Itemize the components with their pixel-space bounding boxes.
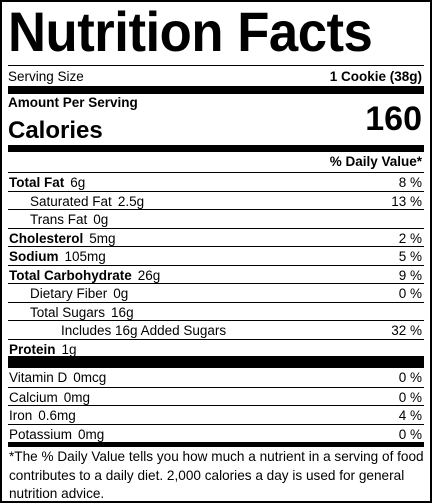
nutrient-amount: 0mg bbox=[63, 389, 91, 405]
nutrient-name: Potassium bbox=[9, 426, 73, 442]
nutrient-amount: 26g bbox=[137, 267, 161, 283]
daily-value-heading: % Daily Value* bbox=[329, 154, 422, 169]
nutrient-row: Saturated Fat 2.5g 13 % bbox=[8, 190, 424, 210]
nutrient-name: Vitamin D bbox=[9, 370, 68, 385]
nutrient-row: Trans Fat 0g bbox=[8, 209, 424, 228]
calories-label: Calories bbox=[8, 117, 103, 144]
nutrient-row: Sodium 105mg 5 % bbox=[8, 246, 424, 265]
nutrient-name: Sodium bbox=[9, 249, 59, 264]
nutrient-row: Total Carbohydrate 26g 9 % bbox=[8, 264, 424, 284]
nutrient-name: Total Carbohydrate bbox=[9, 267, 132, 283]
nutrient-name: Dietary Fiber bbox=[30, 286, 108, 301]
calories: 160 bbox=[365, 100, 422, 138]
serving-size-label: Serving Size bbox=[8, 69, 84, 84]
nutrient-row: Cholesterol 5mg 2 % bbox=[8, 227, 424, 247]
title: Nutrition Facts bbox=[8, 0, 373, 63]
amount-per-serving: Amount Per Serving bbox=[8, 95, 138, 110]
thick-divider bbox=[8, 145, 424, 152]
nutrient-row: Total Sugars 16g bbox=[8, 301, 424, 321]
nutrient-row: Iron 0.6mg 4 % bbox=[8, 405, 424, 424]
nutrient-name: Cholesterol bbox=[9, 230, 84, 246]
nutrient-name: Includes 16g Added Sugars bbox=[61, 323, 227, 338]
nutrient-name: Saturated Fat bbox=[30, 193, 112, 209]
nutrient-name: Protein bbox=[9, 341, 56, 357]
nutrient-name: Total Fat bbox=[9, 175, 65, 190]
nutrient-amount: 0g bbox=[93, 212, 109, 227]
daily-value: 0 % bbox=[398, 426, 422, 442]
daily-value: 9 % bbox=[398, 267, 422, 283]
thick-divider bbox=[8, 356, 424, 368]
footnote: *The % Daily Value tells you how much a … bbox=[9, 449, 424, 501]
nutrient-row: Vitamin D 0mcg 0 % bbox=[8, 368, 424, 386]
divider bbox=[8, 442, 424, 447]
nutrient-amount: 0mg bbox=[78, 426, 105, 442]
daily-value: 4 % bbox=[398, 408, 422, 423]
divider bbox=[8, 65, 424, 66]
nutrient-row: Protein 1g bbox=[8, 338, 424, 358]
nutrient-amount: 105mg bbox=[64, 249, 106, 264]
nutrient-amount: 0g bbox=[113, 286, 129, 301]
nutrient-row: Potassium 0mg 0 % bbox=[8, 423, 424, 443]
daily-value: 32 % bbox=[391, 323, 422, 338]
daily-value: 5 % bbox=[398, 249, 422, 264]
daily-value: 0 % bbox=[398, 389, 422, 405]
nutrient-amount: 16g bbox=[111, 304, 134, 320]
nutrient-amount: 2.5g bbox=[117, 193, 145, 209]
nutrient-name: Calcium bbox=[9, 389, 58, 405]
nutrient-row: Dietary Fiber 0g 0 % bbox=[8, 283, 424, 302]
nutrient-amount: 0mcg bbox=[73, 370, 107, 385]
daily-value: 13 % bbox=[391, 193, 422, 209]
nutrient-name: Iron bbox=[9, 408, 33, 423]
nutrient-row: Calcium 0mg 0 % bbox=[8, 386, 424, 406]
daily-value: 0 % bbox=[398, 370, 422, 385]
nutrient-name: Total Sugars bbox=[30, 304, 106, 320]
nutrient-name: Trans Fat bbox=[30, 212, 88, 227]
nutrient-amount: 1g bbox=[61, 341, 77, 357]
nutrient-row: Total Fat 6g 8 % bbox=[8, 172, 424, 191]
serving-size: 1 Cookie (38g) bbox=[329, 69, 422, 84]
thick-divider bbox=[8, 86, 424, 94]
daily-value: 8 % bbox=[398, 175, 422, 190]
nutrient-amount: 6g bbox=[70, 175, 86, 190]
daily-value: 2 % bbox=[398, 230, 422, 246]
nutrient-row: Includes 16g Added Sugars 32 % bbox=[8, 320, 424, 339]
daily-value: 0 % bbox=[398, 286, 422, 301]
nutrient-amount: 0.6mg bbox=[38, 408, 76, 423]
nutrient-amount: 5mg bbox=[89, 230, 116, 246]
